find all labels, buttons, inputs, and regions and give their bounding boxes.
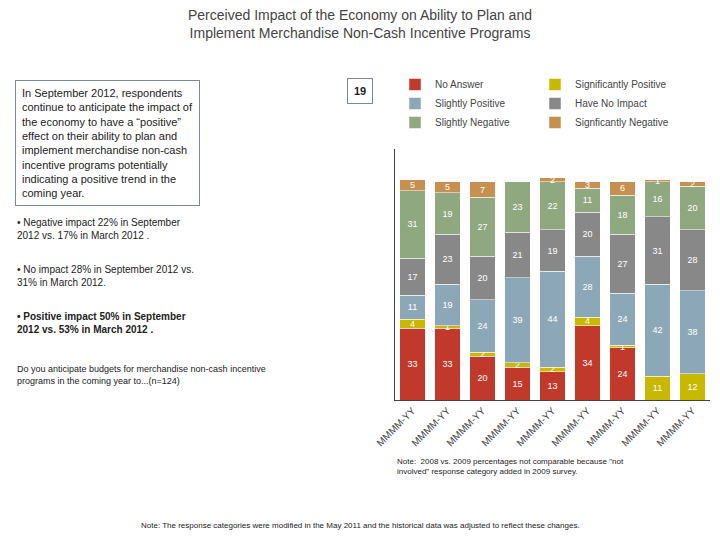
svg-text:19: 19 (547, 246, 557, 256)
svg-text:42: 42 (652, 325, 662, 335)
svg-text:Perceived Impact of the Econom: Perceived Impact of the Economy on Abili… (188, 7, 532, 41)
svg-text:20: 20 (477, 373, 487, 383)
svg-text:4: 4 (410, 319, 415, 329)
svg-text:21: 21 (512, 250, 522, 260)
svg-text:11: 11 (653, 383, 662, 393)
svg-text:39: 39 (512, 315, 522, 325)
svg-text:12: 12 (687, 382, 697, 392)
svg-text:11: 11 (583, 195, 592, 205)
svg-text:22: 22 (547, 201, 557, 211)
svg-text:18: 18 (617, 210, 627, 220)
svg-text:11: 11 (408, 302, 417, 312)
svg-text:MMMM-YY: MMMM-YY (409, 405, 452, 448)
svg-text:• Positive impact 50% in Septe: • Positive impact 50% in September2012 v… (17, 311, 186, 335)
svg-text:27: 27 (617, 259, 627, 269)
svg-text:MMMM-YY: MMMM-YY (479, 405, 522, 448)
svg-text:20: 20 (582, 229, 592, 239)
svg-text:33: 33 (407, 359, 417, 369)
svg-text:In September 2012, respondents: In September 2012, respondentscontinue t… (22, 87, 193, 199)
svg-text:MMMM-YY: MMMM-YY (444, 405, 487, 448)
svg-text:13: 13 (547, 381, 557, 391)
svg-text:2: 2 (550, 364, 555, 374)
svg-text:19: 19 (442, 300, 452, 310)
svg-text:4: 4 (585, 316, 590, 326)
svg-text:28: 28 (582, 282, 592, 292)
svg-text:17: 17 (407, 272, 417, 282)
svg-text:20: 20 (687, 203, 697, 213)
svg-text:3: 3 (585, 180, 590, 190)
svg-text:31: 31 (652, 246, 662, 256)
svg-text:38: 38 (687, 327, 697, 337)
svg-text:1: 1 (620, 342, 625, 352)
svg-text:6: 6 (620, 183, 625, 193)
svg-text:1: 1 (655, 176, 660, 186)
svg-text:44: 44 (547, 314, 557, 324)
svg-text:2: 2 (515, 360, 520, 370)
svg-text:28: 28 (687, 255, 697, 265)
svg-text:24: 24 (477, 321, 487, 331)
svg-text:23: 23 (512, 202, 522, 212)
svg-text:19: 19 (442, 209, 452, 219)
svg-text:2: 2 (690, 179, 695, 189)
svg-text:Slightly Positive: Slightly Positive (435, 98, 505, 109)
svg-text:7: 7 (480, 185, 485, 195)
svg-text:20: 20 (477, 273, 487, 283)
svg-text:MMMM-YY: MMMM-YY (374, 405, 417, 448)
svg-text:24: 24 (617, 369, 627, 379)
svg-text:5: 5 (445, 182, 450, 192)
svg-text:• No impact 28% in September 2: • No impact 28% in September 2012 vs.31%… (17, 264, 194, 288)
svg-text:MMMM-YY: MMMM-YY (619, 405, 662, 448)
svg-text:Note: 2008 vs. 2009 percentag: Note: 2008 vs. 2009 percentages not comp… (397, 457, 624, 476)
svg-text:27: 27 (477, 222, 487, 232)
svg-text:MMMM-YY: MMMM-YY (654, 405, 697, 448)
svg-text:5: 5 (410, 180, 415, 190)
svg-text:1: 1 (445, 322, 450, 332)
svg-text:No Answer: No Answer (435, 79, 484, 90)
svg-text:24: 24 (617, 314, 627, 324)
svg-text:15: 15 (512, 379, 522, 389)
svg-text:Signficantly Negative: Signficantly Negative (575, 117, 669, 128)
svg-text:2: 2 (480, 349, 485, 359)
svg-text:33: 33 (442, 359, 452, 369)
svg-text:2: 2 (550, 175, 555, 185)
svg-text:Have No Impact: Have No Impact (575, 98, 647, 109)
svg-text:MMMM-YY: MMMM-YY (584, 405, 627, 448)
svg-text:Slightly Negative: Slightly Negative (435, 117, 510, 128)
svg-text:31: 31 (407, 219, 417, 229)
svg-text:19: 19 (354, 85, 366, 97)
svg-text:MMMM-YY: MMMM-YY (549, 405, 592, 448)
svg-text:Do you anticipate budgets for: Do you anticipate budgets for merchandis… (17, 364, 266, 386)
svg-text:Note: The response categories: Note: The response categories were modif… (141, 521, 580, 530)
svg-text:• Negative impact 22% in Septe: • Negative impact 22% in September2012 v… (17, 217, 181, 241)
svg-text:MMMM-YY: MMMM-YY (514, 405, 557, 448)
svg-text:23: 23 (442, 254, 452, 264)
svg-text:Significantly Positive: Significantly Positive (575, 79, 667, 90)
svg-text:16: 16 (652, 194, 662, 204)
svg-text:34: 34 (582, 358, 592, 368)
